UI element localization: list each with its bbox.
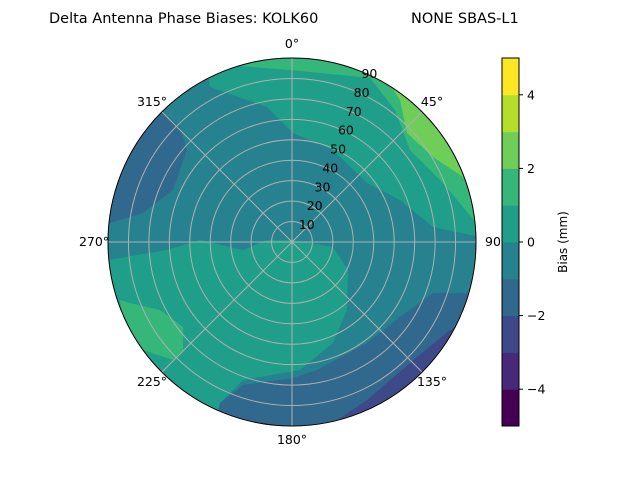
angular-gridline — [161, 241, 293, 373]
radial-tick-label: 40 — [322, 160, 338, 175]
radial-tick-label: 20 — [307, 198, 323, 213]
contour-region-west-south-west-blob — [120, 300, 183, 360]
colorbar-label: Bias (mm) — [556, 211, 570, 273]
angular-tick-label: 45° — [421, 94, 443, 109]
colorbar-band — [502, 242, 519, 280]
angular-tick-label: 225° — [137, 374, 167, 389]
angular-tick-label: 270° — [79, 234, 109, 249]
angular-gridline — [161, 111, 293, 243]
colorbar-tick-label: 0 — [527, 235, 535, 250]
colorbar-band — [502, 94, 519, 133]
colorbar-band — [502, 389, 519, 427]
colorbar-band — [502, 58, 519, 96]
colorbar-tick-label: −2 — [527, 308, 545, 323]
angular-gridline — [291, 111, 423, 243]
radial-tick-label: 30 — [315, 179, 331, 194]
angular-tick-label: 135° — [417, 374, 447, 389]
angular-tick-label: 90 — [485, 234, 501, 249]
colorbar-band — [502, 315, 519, 353]
angular-tick-label: 180° — [277, 432, 307, 447]
angular-gridline — [291, 241, 423, 373]
colorbar-tick-label: 4 — [527, 87, 535, 102]
colorbar-band — [502, 131, 519, 169]
polar-frame — [107, 57, 477, 427]
radial-tick-label: 60 — [338, 123, 354, 138]
colorbar-band — [502, 168, 519, 206]
radial-tick-label: 50 — [330, 142, 346, 157]
angular-tick-label: 315° — [137, 94, 167, 109]
colorbar-tick-label: −4 — [527, 382, 545, 397]
colorbar-tick-label: 2 — [527, 161, 535, 176]
angular-tick-label: 0° — [285, 36, 299, 51]
colorbar-band — [502, 205, 519, 243]
chart-subtitle: NONE SBAS-L1 — [411, 11, 519, 27]
chart-title: Delta Antenna Phase Biases: KOLK60 — [49, 11, 318, 27]
radial-tick-label: 10 — [299, 217, 315, 232]
radial-tick-label: 70 — [346, 104, 362, 119]
colorbar-band — [502, 278, 519, 317]
radial-tick-label: 80 — [354, 85, 370, 100]
radial-tick-label: 90 — [361, 66, 377, 81]
colorbar-band — [502, 352, 519, 390]
